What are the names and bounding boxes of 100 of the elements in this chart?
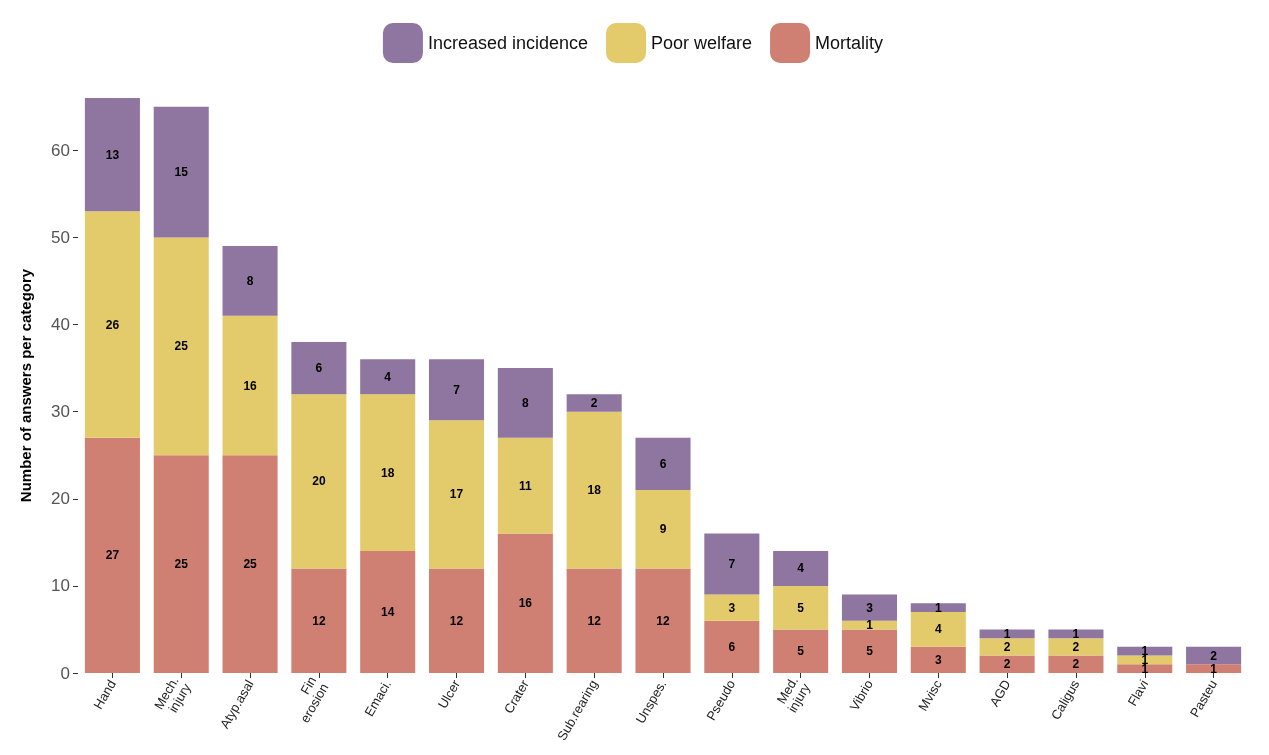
bar bbox=[153, 106, 209, 238]
data-label: 7 bbox=[453, 382, 461, 397]
data-label: 1 bbox=[1072, 626, 1080, 641]
data-label: 12 bbox=[587, 613, 602, 628]
bar bbox=[979, 655, 1035, 673]
y-tick-label: 20 bbox=[51, 489, 70, 509]
data-label: 18 bbox=[587, 483, 602, 498]
data-label: 2 bbox=[1072, 657, 1080, 672]
bar bbox=[910, 612, 966, 647]
y-tick-label: 30 bbox=[51, 402, 70, 422]
data-label: 8 bbox=[246, 273, 254, 288]
bar bbox=[910, 646, 966, 673]
data-label: 4 bbox=[384, 369, 392, 384]
bar bbox=[1186, 646, 1242, 665]
bar bbox=[222, 315, 278, 456]
bar bbox=[773, 629, 829, 673]
bar bbox=[84, 437, 140, 673]
data-label: 18 bbox=[381, 465, 395, 480]
bar bbox=[841, 629, 897, 673]
bar bbox=[773, 585, 829, 630]
bar bbox=[841, 594, 897, 621]
bar bbox=[360, 551, 416, 673]
data-label: 2 bbox=[1003, 657, 1011, 672]
y-tick-label: 60 bbox=[51, 140, 70, 160]
data-label: 25 bbox=[243, 557, 258, 572]
bar bbox=[1048, 655, 1104, 673]
y-tick-label: 40 bbox=[51, 315, 70, 335]
legend-label: Poor welfare bbox=[651, 33, 753, 53]
data-label: 17 bbox=[449, 487, 464, 502]
bar bbox=[222, 455, 278, 673]
data-label: 9 bbox=[659, 522, 667, 537]
bar bbox=[1048, 638, 1104, 656]
bar bbox=[497, 368, 553, 438]
data-label: 5 bbox=[866, 644, 874, 659]
bar bbox=[360, 359, 416, 395]
y-tick-label: 10 bbox=[51, 576, 70, 596]
y-tick-label: 50 bbox=[51, 227, 70, 247]
y-tick-label: 0 bbox=[60, 663, 70, 683]
data-label: 27 bbox=[105, 548, 120, 563]
data-label: 2 bbox=[590, 395, 598, 410]
bar bbox=[84, 211, 140, 438]
data-label: 3 bbox=[866, 600, 874, 615]
bar bbox=[910, 603, 966, 613]
data-label: 16 bbox=[243, 378, 258, 393]
data-label: 20 bbox=[312, 474, 326, 489]
bar bbox=[979, 629, 1035, 639]
bar bbox=[773, 551, 829, 586]
legend-label: Mortality bbox=[815, 33, 884, 53]
bar bbox=[704, 594, 760, 621]
bar bbox=[429, 359, 485, 421]
data-label: 3 bbox=[728, 600, 736, 615]
bar bbox=[291, 341, 347, 395]
data-label: 12 bbox=[449, 613, 464, 628]
data-label: 15 bbox=[174, 165, 189, 180]
data-label: 4 bbox=[797, 561, 805, 576]
data-label: 2 bbox=[1210, 648, 1218, 663]
data-label: 1 bbox=[934, 600, 942, 615]
bar bbox=[635, 437, 691, 491]
data-label: 4 bbox=[934, 622, 942, 637]
data-label: 3 bbox=[934, 652, 942, 667]
bar bbox=[222, 246, 278, 316]
data-label: 13 bbox=[105, 147, 120, 162]
bar bbox=[153, 237, 209, 456]
bar bbox=[497, 533, 553, 673]
bar bbox=[704, 620, 760, 673]
data-label: 26 bbox=[105, 317, 120, 332]
bar bbox=[635, 490, 691, 569]
data-label: 8 bbox=[522, 395, 530, 410]
data-label: 5 bbox=[797, 644, 805, 659]
data-label: 25 bbox=[174, 557, 189, 572]
y-axis-title: Number of answers per category bbox=[17, 268, 34, 503]
data-label: 5 bbox=[797, 600, 805, 615]
data-label: 6 bbox=[728, 639, 736, 654]
bar bbox=[360, 394, 416, 552]
bar bbox=[1048, 629, 1104, 639]
data-label: 7 bbox=[728, 557, 736, 572]
bar bbox=[429, 568, 485, 673]
bar bbox=[979, 638, 1035, 656]
bar bbox=[566, 394, 622, 412]
bar bbox=[566, 568, 622, 673]
data-label: 25 bbox=[174, 339, 189, 354]
bar bbox=[566, 411, 622, 569]
bar bbox=[1117, 664, 1173, 673]
data-label: 2 bbox=[1003, 639, 1011, 654]
data-label: 14 bbox=[381, 605, 395, 620]
data-label: 6 bbox=[659, 456, 667, 471]
data-label: 1 bbox=[866, 618, 874, 633]
data-label: 16 bbox=[518, 596, 533, 611]
bar bbox=[429, 420, 485, 569]
data-label: 12 bbox=[656, 613, 670, 628]
bar bbox=[704, 533, 760, 595]
bar bbox=[153, 455, 209, 673]
data-label: 1 bbox=[1003, 626, 1011, 641]
bar bbox=[1186, 664, 1242, 673]
bar bbox=[291, 568, 347, 673]
bar bbox=[84, 98, 140, 212]
data-label: 11 bbox=[519, 478, 533, 493]
data-label: 12 bbox=[312, 613, 326, 628]
bar bbox=[635, 568, 691, 673]
bar bbox=[497, 437, 553, 534]
